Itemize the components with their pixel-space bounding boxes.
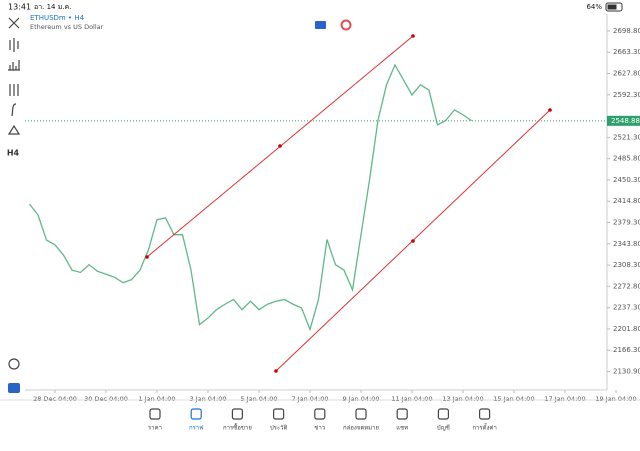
search-tool[interactable]: [8, 358, 20, 370]
x-tick-label: 15 Jan 04:00: [493, 395, 534, 403]
x-tick-label: 7 Jan 04:00: [291, 395, 328, 403]
x-tick-label: 9 Jan 04:00: [342, 395, 379, 403]
y-tick-label: 2130.90: [613, 368, 640, 376]
y-tick-label: 2272.80: [613, 282, 640, 290]
status-time: 13:41: [8, 3, 31, 12]
indicator-tool[interactable]: [8, 60, 20, 71]
x-tick-label: 11 Jan 04:00: [391, 395, 432, 403]
nav-item[interactable]: ราคา: [148, 425, 162, 432]
battery-level: [607, 4, 617, 10]
crosshair-tool[interactable]: [8, 17, 20, 29]
status-date: อา. 14 ม.ค.: [34, 3, 71, 11]
flag-icon[interactable]: [340, 19, 352, 31]
nav-item[interactable]: แชท: [396, 425, 408, 432]
symbol[interactable]: ETHUSDm • H4: [30, 14, 85, 22]
nav-icon: [314, 408, 326, 420]
nav-item[interactable]: กล่องจดหมาย: [343, 425, 379, 432]
nav-item[interactable]: การซื้อขาย: [223, 422, 252, 432]
nav-item[interactable]: บัญชี: [437, 424, 450, 432]
objects-tool[interactable]: [7, 124, 21, 135]
flag-icon[interactable]: [315, 21, 326, 29]
y-tick-label: 2414.80: [613, 197, 640, 205]
function-tool[interactable]: [11, 103, 17, 117]
x-tick-label: 17 Jan 04:00: [544, 395, 585, 403]
nav-icon: [149, 408, 161, 420]
y-tick-label: 2343.80: [613, 240, 640, 248]
y-tick-label: 2521.30: [613, 133, 640, 141]
price-line: [28, 63, 472, 332]
nav-item[interactable]: ประวัติ: [270, 425, 288, 432]
x-tick-label: 13 Jan 04:00: [442, 395, 483, 403]
x-tick-label: 19 Jan 04:00: [595, 395, 636, 403]
left-toolbar: [7, 17, 21, 370]
nav-icon: [355, 408, 367, 420]
trend-handle[interactable]: [278, 144, 282, 148]
timeframe[interactable]: H4: [7, 149, 20, 158]
status-battery: 64%: [586, 3, 602, 11]
x-tick-label: 30 Dec 04:00: [84, 395, 128, 403]
trend-handle[interactable]: [274, 369, 278, 373]
chart-type-tool[interactable]: [9, 38, 19, 52]
y-tick-label: 2698.80: [613, 27, 640, 35]
nav-icon: [396, 408, 408, 420]
nav-icon: [273, 408, 285, 420]
last-price-label: 2548.88: [611, 117, 640, 125]
settings-tool[interactable]: [9, 84, 19, 96]
y-tick-label: 2592.30: [613, 91, 640, 99]
x-tick-label: 3 Jan 04:00: [189, 395, 226, 403]
plot: 2698.80 2663.30 2627.80 2592.30 2521.30 2485.…: [25, 27, 640, 403]
symbol-description: Ethereum vs US Dollar: [30, 23, 104, 31]
trend-handles: [145, 34, 552, 373]
bottom-nav: ราคา กราฟ การซื้อขาย ประวัติ ข่าว กล่องจดหมาย…: [148, 408, 497, 432]
nav-icon: [190, 408, 202, 420]
app-icon[interactable]: [8, 383, 20, 393]
y-tick-label: 2379.30: [613, 219, 640, 227]
nav-icon: [479, 408, 491, 420]
last-price-box: [607, 115, 640, 126]
y-tick-label: 2485.80: [613, 155, 640, 163]
battery-icon: [605, 2, 623, 12]
trend-handle[interactable]: [548, 108, 552, 112]
y-tick-label: 2308.30: [613, 261, 640, 269]
y-tick-label: 2627.80: [613, 69, 640, 77]
nav-item[interactable]: ข่าว: [314, 425, 325, 432]
nav-item[interactable]: การตั้งค่า: [472, 422, 496, 432]
y-tick-label: 2166.30: [613, 346, 640, 354]
trend-handle[interactable]: [411, 34, 415, 38]
trend-handle[interactable]: [145, 255, 149, 259]
nav-icon: [231, 408, 243, 420]
y-tick-label: 2201.80: [613, 325, 640, 333]
x-tick-label: 1 Jan 04:00: [138, 395, 175, 403]
nav-icon: [437, 408, 449, 420]
x-tick-label: 5 Jan 04:00: [240, 395, 277, 403]
trend-handle[interactable]: [411, 239, 415, 243]
y-tick-label: 2237.30: [613, 304, 640, 312]
x-tick-label: 28 Dec 04:00: [33, 395, 77, 403]
nav-item[interactable]: กราฟ: [189, 425, 203, 432]
y-tick-label: 2450.30: [613, 176, 640, 184]
y-tick-label: 2663.30: [613, 48, 640, 56]
